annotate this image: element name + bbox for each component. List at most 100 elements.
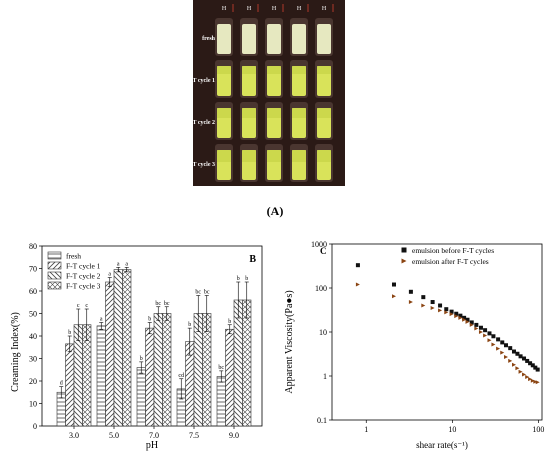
tube-separated-layer xyxy=(242,108,256,118)
chart-c-point-square xyxy=(511,349,516,354)
tube-separated-layer xyxy=(242,66,256,74)
chart-c-y-tick-label: 1000 xyxy=(311,240,327,249)
chart-c-point-triangle xyxy=(515,366,520,371)
chart-b-x-axis-title: pH xyxy=(146,440,158,451)
chart-b-y-tick-label: 0 xyxy=(33,422,37,431)
chart-c-point-triangle xyxy=(454,314,459,319)
chart-c-point-triangle xyxy=(504,355,509,360)
chart-c-x-tick-label: 10 xyxy=(448,425,456,434)
tube-emulsion xyxy=(317,24,331,54)
chart-c-point-triangle xyxy=(430,306,435,311)
chart-c-point-triangle xyxy=(465,319,470,324)
chart-b-x-tick-label: 7.5 xyxy=(189,431,199,440)
chart-c-legend-label: emulsion before F-T cycles xyxy=(412,246,494,255)
chart-b-significance-letter: bc xyxy=(164,301,170,307)
chart-c-point-square xyxy=(522,356,527,361)
chart-b-significance-letter: b xyxy=(140,356,143,362)
chart-b-y-tick-label: 30 xyxy=(29,355,37,364)
chart-c-point-triangle xyxy=(483,333,488,338)
chart-b-y-tick-label: 50 xyxy=(29,310,37,319)
chart-b-bar xyxy=(136,367,146,427)
chart-b-y-tick-label: 60 xyxy=(29,287,37,296)
chart-b-significance-letter: cd xyxy=(178,373,184,379)
chart-b-y-tick-label: 40 xyxy=(29,332,37,341)
chart-c-point-triangle xyxy=(522,372,527,377)
chart-c-point-square xyxy=(430,300,435,305)
chart-c-point-square xyxy=(487,331,492,336)
chart-c-point-triangle xyxy=(444,310,449,315)
chart-c-y-tick-label: 100 xyxy=(315,284,327,293)
chart-b-bar xyxy=(225,328,235,427)
chart-c-point-square xyxy=(504,343,509,348)
chart-c-point-triangle xyxy=(518,369,523,374)
chart-b-y-tick-label: 80 xyxy=(29,242,37,251)
chart-c-x-axis-title: shear rate(s⁻¹) xyxy=(416,440,468,450)
chart-b-significance-letter: bc xyxy=(195,290,201,296)
chart-b-significance-letter: b xyxy=(237,276,240,282)
chart-b-significance-letter: b xyxy=(148,317,151,323)
photo-column-header: H xyxy=(272,6,277,12)
chart-c-point-square xyxy=(515,351,520,356)
chart-c-y-tick-label: 1 xyxy=(323,372,327,381)
chart-b-legend-swatch xyxy=(47,261,62,270)
chart-b-significance-letter: b xyxy=(245,276,248,282)
emulsion-photo-panel: H H H H H fresh F-T cycle 1 F-T cycle 2 F-T cyc… xyxy=(187,0,345,186)
chart-b-significance-letter: c xyxy=(77,303,80,309)
chart-c-point-square xyxy=(474,322,479,327)
chart-c-point-triangle xyxy=(487,338,492,343)
chart-b-bar xyxy=(233,299,243,427)
chart-b-bar xyxy=(122,269,132,427)
photo-row-label: F-T cycle 1 xyxy=(187,78,215,84)
chart-c-point-square xyxy=(496,337,501,342)
chart-c-panel-label: C xyxy=(320,246,327,256)
chart-b-x-tick-label: 3.0 xyxy=(69,431,79,440)
tube-emulsion xyxy=(267,24,281,54)
chart-c-point-square xyxy=(528,361,533,366)
tube-separated-layer xyxy=(267,66,281,74)
tube-separated-layer xyxy=(317,66,331,74)
photo-column-header: H xyxy=(247,6,252,12)
chart-c-point-square xyxy=(530,363,535,368)
chart-c-point-triangle xyxy=(408,300,413,305)
chart-b-significance-letter: bc xyxy=(155,301,161,307)
chart-b-bar xyxy=(162,313,172,427)
tube-emulsion xyxy=(217,24,231,54)
viscosity-scatter-chart: Apparent Viscosity(Pa●s) shear rate(s⁻¹)… xyxy=(284,240,544,450)
chart-c-point-triangle xyxy=(469,322,474,327)
chart-c-point-triangle xyxy=(401,258,407,264)
chart-c-point-square xyxy=(462,315,467,320)
chart-b-significance-letter: b xyxy=(228,319,231,325)
chart-c-point-square xyxy=(483,328,488,333)
chart-c-x-tick-label: 1 xyxy=(364,425,368,434)
tube-separated-layer xyxy=(267,150,281,162)
tube-separated-layer xyxy=(317,150,331,162)
chart-b-significance-letter: b xyxy=(68,330,71,336)
photo-row-label: F-T cycle 3 xyxy=(187,162,215,168)
tube-separated-layer xyxy=(217,108,231,118)
chart-b-legend-label: F-T cycle 1 xyxy=(66,262,101,271)
chart-b-x-tick-label: 9.0 xyxy=(229,431,239,440)
chart-c-point-square xyxy=(444,307,449,312)
chart-c-point-square xyxy=(465,317,470,322)
chart-c-point-triangle xyxy=(474,326,479,331)
chart-b-legend-label: fresh xyxy=(66,252,81,261)
chart-b-y-tick-label: 20 xyxy=(29,377,37,386)
chart-c-point-triangle xyxy=(491,342,496,347)
tube-separated-layer xyxy=(292,108,306,118)
chart-c-point-triangle xyxy=(528,377,533,382)
chart-c-point-triangle xyxy=(449,312,454,317)
tube-separated-layer xyxy=(292,150,306,162)
chart-c-point-square xyxy=(500,340,505,345)
tube-separated-layer xyxy=(317,108,331,118)
chart-c-point-square xyxy=(449,309,454,314)
chart-c-point-square xyxy=(535,367,540,372)
tube-emulsion xyxy=(292,24,306,54)
chart-b-bar xyxy=(153,313,163,427)
chart-c-point-square xyxy=(458,313,463,318)
chart-c-point-triangle xyxy=(533,379,538,384)
chart-b-significance-letter: a xyxy=(125,261,128,267)
chart-c-point-square xyxy=(508,346,513,351)
chart-c-point-square xyxy=(421,295,426,300)
chart-b-bar xyxy=(96,325,106,427)
chart-b-bar xyxy=(65,343,75,427)
